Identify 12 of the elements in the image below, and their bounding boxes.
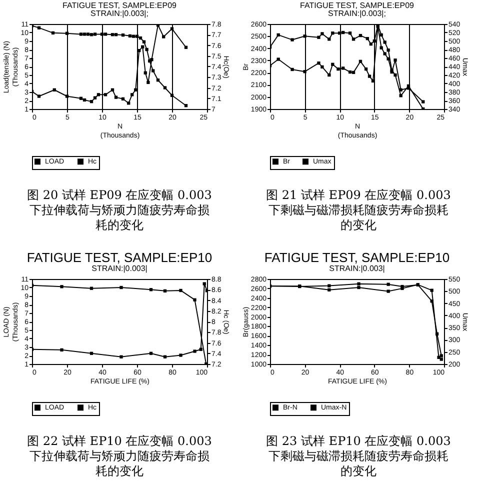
chart-subtitle: STRAIN:|0.003| bbox=[92, 264, 148, 273]
chart-title: FATIGUE TEST, SAMPLE:EP09 bbox=[62, 1, 178, 10]
caption: 图 20 试样 EP09 在应变幅 0.003 下拉伸载荷与矫顽力随疲劳寿命损耗的变化 bbox=[26, 188, 213, 233]
caption: 图 23 试样 EP10 在应变幅 0.003 下剩磁与磁滞损耗随疲劳寿命损耗的变化 bbox=[265, 434, 452, 479]
chart-subtitle: STRAIN:|0.003|; bbox=[90, 9, 148, 18]
chart-title: FATIGUE TEST, SAMPLE:EP10 bbox=[26, 250, 212, 265]
caption: 图 22 试样 EP10 在应变幅 0.003 下拉伸载荷与矫顽力随疲劳寿命损耗的变化 bbox=[26, 434, 213, 479]
chart-title: FATIGUE TEST, SAMPLE:EP09 bbox=[300, 1, 415, 10]
chart-title: FATIGUE TEST, SAMPLE:EP10 bbox=[264, 250, 450, 265]
chart-subtitle: STRAIN:|0.003|; bbox=[328, 9, 386, 18]
chart-subtitle: STRAIN:|0.003| bbox=[329, 264, 385, 273]
caption: 图 21 试样 EP09 在应变幅 0.003 下剩磁与磁滞损耗随疲劳寿命损耗的变化 bbox=[265, 188, 452, 233]
